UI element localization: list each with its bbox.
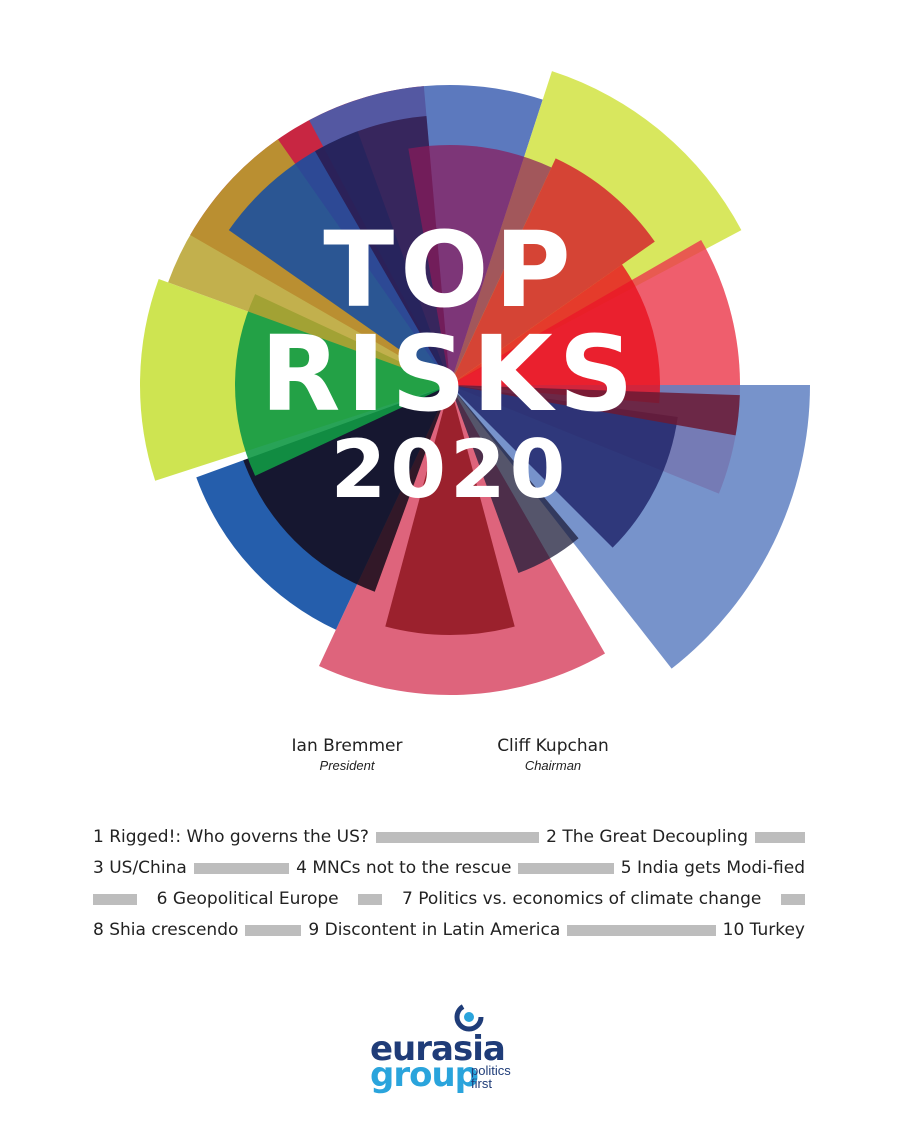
- logo-swirl-icon: [454, 1002, 484, 1032]
- author-name: Cliff Kupchan: [497, 736, 609, 756]
- wheel-segment-navy-right: [450, 385, 678, 548]
- risk-line-1: 1 Rigged!: Who governs the US? 2 The Gre…: [93, 822, 805, 853]
- risk-item: 9 Discontent in Latin America: [308, 920, 561, 940]
- separator-bar: [567, 925, 716, 936]
- wheel-segment-purple-top: [408, 145, 552, 385]
- risk-line-2: 3 US/China 4 MNCs not to the rescue 5 In…: [93, 853, 805, 884]
- author-role: President: [319, 758, 375, 773]
- separator-bar: [375, 832, 540, 843]
- author-kupchan: Cliff Kupchan Chairman: [463, 736, 643, 773]
- author-bremmer: Ian Bremmer President: [257, 736, 437, 773]
- logo-tagline-1: politics: [471, 1063, 511, 1078]
- title-top: TOP: [323, 209, 577, 331]
- wheel-segment-maroon-bottom: [385, 385, 515, 635]
- wheel-segment-blue-left: [228, 131, 450, 385]
- separator-bar: [93, 894, 137, 905]
- risk-item: 5 India gets Modi-fied: [620, 858, 805, 878]
- wheel-segment-red-top-right: [450, 158, 655, 385]
- wheel-segment-dark-bottom-right: [450, 385, 579, 573]
- risk-wheel-graphic: [140, 71, 810, 695]
- risk-item: 7 Politics vs. economics of climate chan…: [401, 889, 762, 909]
- risk-item: 8 Shia crescendo: [93, 920, 239, 940]
- risk-item: 2 The Great Decoupling: [546, 827, 748, 847]
- wheel-segment-wine-right: [450, 385, 740, 436]
- eurasia-group-logo: eurasia group politics first: [370, 1000, 540, 1100]
- risk-item: 4 MNCs not to the rescue: [296, 858, 512, 878]
- logo-tagline: politics first: [471, 1064, 511, 1090]
- title-risks: RISKS: [260, 313, 640, 435]
- separator-bar: [193, 863, 290, 874]
- author-name: Ian Bremmer: [291, 736, 403, 756]
- risk-item: 10 Turkey: [722, 920, 805, 940]
- risk-list: 1 Rigged!: Who governs the US? 2 The Gre…: [93, 822, 805, 946]
- separator-bar: [781, 894, 805, 905]
- wheel-segment-green-left: [235, 294, 450, 476]
- risk-item: 1 Rigged!: Who governs the US?: [93, 827, 369, 847]
- separator-bar: [245, 925, 302, 936]
- title-year: 2020: [330, 423, 570, 516]
- author-role: Chairman: [524, 758, 582, 773]
- risk-item: 6 Geopolitical Europe: [156, 889, 339, 909]
- wheel-segment-red-right: [450, 264, 660, 404]
- logo-tagline-2: first: [471, 1076, 492, 1091]
- separator-bar: [358, 894, 383, 905]
- wheel-segment-black-bottom-left: [243, 385, 450, 592]
- risk-line-3: 6 Geopolitical Europe 7 Politics vs. eco…: [93, 884, 805, 915]
- separator-bar: [518, 863, 614, 874]
- risk-line-4: 8 Shia crescendo 9 Discontent in Latin A…: [93, 915, 805, 946]
- logo-word-group: group: [370, 1055, 479, 1095]
- separator-bar: [755, 832, 805, 843]
- logo-word-eurasia: eurasia: [370, 1029, 506, 1069]
- risk-item: 3 US/China: [93, 858, 187, 878]
